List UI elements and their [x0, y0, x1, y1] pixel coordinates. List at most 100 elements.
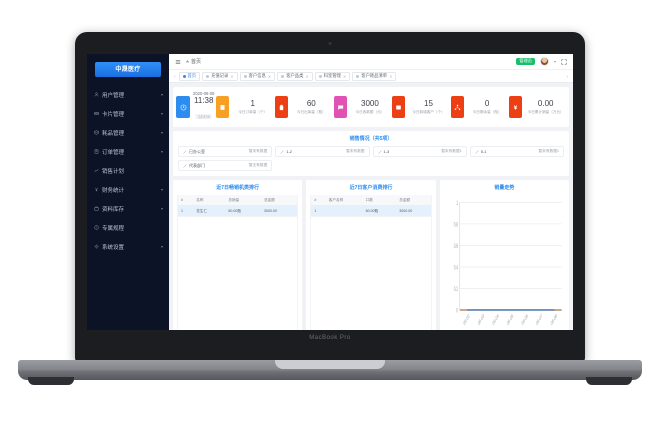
- laptop-foot-left: [28, 377, 74, 385]
- status-value: 暂未有数据: [248, 149, 268, 154]
- status-badge[interactable]: 管理员: [516, 57, 535, 66]
- stat-label: 今日新增客户（个）: [412, 109, 445, 114]
- sidebar-item-label: 耗品管理: [102, 130, 125, 137]
- stat-value: 15: [424, 98, 433, 108]
- status-value: 暂无有数据: [248, 163, 268, 168]
- avatar[interactable]: [539, 57, 549, 66]
- stat-cards-row: 2020-06-08 11:38 当前时间 1 今日订单量（个） 60 今日出库量（瓶…: [173, 87, 569, 128]
- status-left: 1-2: [280, 149, 292, 154]
- goods-col-2: 名称: [193, 195, 226, 207]
- card-icon: [94, 112, 99, 115]
- status-left: 代表部门: [183, 163, 205, 169]
- chevron-down-icon: ▾: [160, 111, 163, 116]
- close-icon[interactable]: ✕: [342, 73, 347, 79]
- table-header-row: # 名称 总销量 总金额: [178, 195, 298, 207]
- tabs-prev-arrow[interactable]: ‹: [174, 73, 176, 79]
- hamburger-icon[interactable]: [175, 59, 181, 65]
- table-row[interactable]: 1 60.00瓶 3000.00: [311, 205, 431, 218]
- tab-bullet-icon: [356, 74, 360, 78]
- status-chip-1[interactable]: 已办公室 暂未有数据: [178, 146, 273, 158]
- tab-1[interactable]: 首页: [178, 71, 201, 81]
- tabs-next-arrow[interactable]: ›: [566, 73, 569, 79]
- customer-rank-body: # 客户名称 口数 总金额 1 60.00瓶 3000.00: [310, 195, 432, 332]
- y-tick-label: 1: [456, 200, 458, 208]
- time-card: 2020-06-08 11:38 当前时间: [176, 91, 214, 123]
- goods-cell-2: 花生仁: [193, 205, 226, 218]
- sidebar-item-9[interactable]: 系统设置 ▾: [87, 237, 169, 256]
- sidebar-item-6[interactable]: 财务统计 ▾: [87, 180, 169, 199]
- tab-4[interactable]: 客户品类 ✕: [277, 71, 313, 81]
- sidebar-item-5[interactable]: 销售计划: [87, 161, 169, 180]
- stat-card-1[interactable]: 1 今日订单量（个）: [216, 91, 273, 123]
- plug-icon: [377, 150, 382, 154]
- time-sub-label: 当前时间: [195, 114, 213, 120]
- sidebar-item-2[interactable]: 卡片管理 ▾: [87, 104, 169, 123]
- sidebar-item-7[interactable]: 资料库存 ▾: [87, 199, 169, 218]
- tab-3[interactable]: 客户信息 ✕: [239, 71, 276, 81]
- stat-body: 0.00 今日累计销量（万元）: [525, 99, 566, 115]
- status-chip-5[interactable]: 代表部门 暂无有数据: [178, 160, 273, 172]
- sidebar-item-label: 销售计划: [102, 168, 125, 175]
- sidebar-item-label: 用户管理: [102, 92, 125, 99]
- close-icon[interactable]: ✕: [267, 73, 272, 79]
- stat-card-4[interactable]: 15 今日新增客户（个）: [392, 91, 449, 123]
- stat-card-3[interactable]: 3000 今日收款额（元）: [333, 91, 391, 123]
- close-icon[interactable]: ✕: [389, 73, 393, 79]
- tab-2[interactable]: 充值记录 ✕: [202, 71, 238, 81]
- plug-icon: [183, 150, 187, 154]
- stat-card-2[interactable]: 60 今日出库量（瓶）: [275, 91, 332, 123]
- tab-bullet-icon: [318, 74, 322, 78]
- x-tick-label: 06-08: [550, 312, 558, 327]
- table-body: 1 花生仁 60.00瓶 3000.00: [178, 205, 298, 218]
- stat-body: 15 今日新增客户（个）: [408, 98, 449, 115]
- chevron-down-icon[interactable]: ▾: [553, 59, 556, 64]
- user-icon: [94, 92, 99, 97]
- sidebar-item-1[interactable]: 用户管理 ▾: [87, 85, 169, 104]
- fullscreen-icon[interactable]: [561, 58, 567, 65]
- clock-icon: [176, 96, 190, 119]
- y-tick-label: 0.8: [453, 222, 457, 230]
- current-time: 11:38: [193, 96, 214, 106]
- status-name: 代表部门: [189, 162, 205, 168]
- chevron-down-icon: ▾: [160, 149, 163, 154]
- sidebar-item-8[interactable]: 专属规程: [87, 218, 169, 237]
- laptop-foot-right: [586, 377, 632, 385]
- status-chip-4[interactable]: 5-1 暂未有数据1: [469, 146, 564, 158]
- tab-6[interactable]: 客户耗品清单 ✕: [352, 71, 397, 81]
- bezel-chin: MacBook Pro: [87, 330, 573, 346]
- chart-svg: 1 0.8 0.6 0.4 0.2 0 06-02 06-03 06-04 06-05 06-06 0…: [453, 200, 562, 327]
- goods-col-1: #: [178, 195, 194, 207]
- brand-logo[interactable]: 中晟医疗: [95, 62, 161, 77]
- tab-5[interactable]: 科室管理 ✕: [314, 71, 351, 81]
- status-chip-3[interactable]: 1-3 暂未有数据1: [372, 146, 467, 158]
- plug-icon: [280, 150, 284, 154]
- customer-cell-2: [325, 205, 363, 218]
- x-tick-label: 06-03: [477, 312, 485, 327]
- sidebar-item-label: 资料库存: [102, 206, 125, 213]
- sidebar-item-label: 专属规程: [102, 225, 125, 232]
- tab-bar: ‹ 首页 充值记录 ✕ 客户信息 ✕ 客户品类 ✕ 科室管理 ✕ 客户耗品清单 ✕ ›: [169, 70, 573, 83]
- newuser-icon: [392, 96, 406, 119]
- sidebar-item-3[interactable]: 耗品管理 ▾: [87, 123, 169, 142]
- stat-card-6[interactable]: ¥0.00 今日累计销量（万元）: [509, 91, 566, 123]
- customer-col-4: 总金额: [396, 195, 431, 207]
- sidebar-item-4[interactable]: 订单管理 ▾: [87, 142, 169, 161]
- tab-label: 客户品类: [286, 73, 304, 78]
- y-tick-label: 0.2: [453, 286, 457, 294]
- tab-label: 客户耗品清单: [361, 73, 388, 78]
- stat-label: 今日剩余量（瓶）: [472, 109, 502, 114]
- status-chip-2[interactable]: 1-2 暂未有数据: [275, 146, 370, 158]
- status-grid: 已办公室 暂未有数据 1-2 暂未有数据 1-3 暂未有数据1 5-1 暂未有数据1 代表部门 暂…: [178, 146, 564, 172]
- close-icon[interactable]: ✕: [305, 73, 309, 79]
- stat-card-5[interactable]: 0 今日剩余量（瓶）: [450, 91, 508, 123]
- stat-label: 今日累计销量（万元）: [527, 109, 564, 114]
- customer-col-1: #: [311, 195, 326, 207]
- close-icon[interactable]: ✕: [230, 73, 234, 79]
- goods-rank-table: # 名称 总销量 总金额 1 花生仁 60.00瓶 3000.00: [178, 195, 298, 218]
- sidebar-item-label: 卡片管理: [102, 111, 125, 118]
- home-icon: [186, 60, 189, 63]
- status-value: 暂未有数据: [346, 149, 365, 154]
- table-row[interactable]: 1 花生仁 60.00瓶 3000.00: [178, 205, 298, 218]
- tab-bullet-icon: [206, 74, 210, 78]
